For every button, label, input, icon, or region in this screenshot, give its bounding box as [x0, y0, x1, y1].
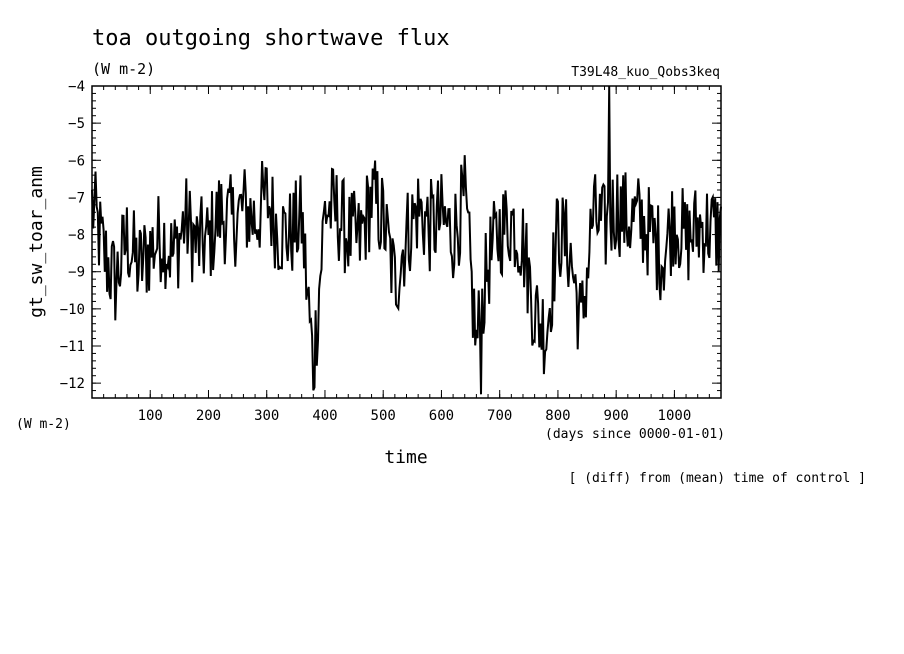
x-axis-units: (days since 0000-01-01)	[545, 427, 725, 442]
y-tick-label: −5	[68, 116, 85, 132]
y-tick-label: −11	[60, 339, 85, 355]
y-axis-units: (W m-2)	[16, 417, 71, 432]
run-name: T39L48_kuo_Qobs3keq	[571, 65, 720, 80]
y-axis-label: gt_sw_toar_anm	[26, 166, 47, 318]
x-tick-label: 500	[371, 408, 396, 424]
y-tick-label: −7	[68, 190, 85, 206]
x-tick-label: 800	[545, 408, 570, 424]
x-tick-label: 600	[429, 408, 454, 424]
x-axis-label: time	[384, 447, 427, 468]
chart-units: (W m-2)	[92, 60, 155, 78]
y-tick-label: −12	[60, 376, 85, 392]
y-tick-label: −4	[68, 79, 85, 95]
x-tick-label: 700	[487, 408, 512, 424]
y-tick-label: −8	[68, 228, 85, 244]
chart-title: toa outgoing shortwave flux	[92, 26, 450, 51]
x-tick-label: 200	[196, 408, 221, 424]
x-tick-label: 300	[254, 408, 279, 424]
y-tick-label: −10	[60, 302, 85, 318]
y-tick-label: −9	[68, 265, 85, 281]
x-tick-label: 400	[312, 408, 337, 424]
x-tick-label: 1000	[658, 408, 692, 424]
axis-ticks: 100 200 300 400 500 600 700 800 900 1000 −4 −5 −6 −7 −…	[60, 79, 721, 424]
plot-frame	[91, 85, 722, 399]
y-tick-label: −6	[68, 153, 85, 169]
series-line	[91, 85, 722, 395]
method-note: [ (diff) from (mean) time of control ]	[569, 471, 866, 486]
x-tick-label: 900	[604, 408, 629, 424]
x-tick-label: 100	[138, 408, 163, 424]
